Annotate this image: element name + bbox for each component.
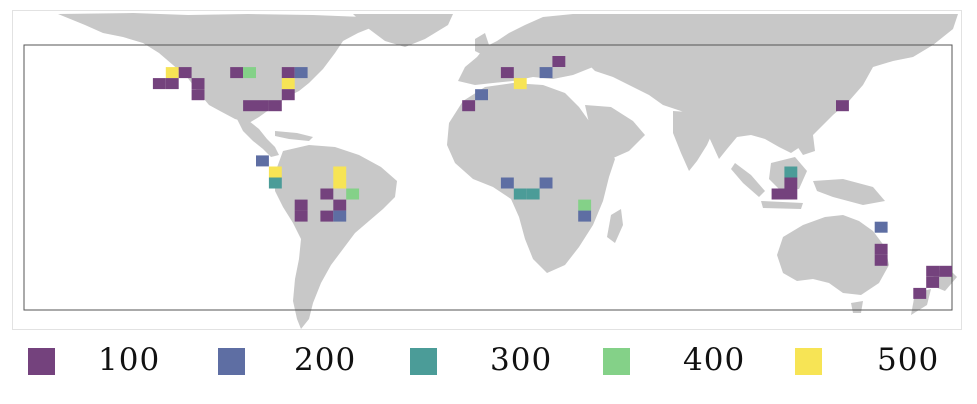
data-cell	[165, 67, 179, 79]
legend-label-200: 200	[294, 342, 357, 378]
data-cell	[539, 177, 553, 189]
legend-label-500: 500	[877, 342, 940, 378]
data-cell	[152, 78, 166, 90]
data-cell	[874, 221, 888, 233]
data-cell	[243, 67, 256, 79]
indian-subcontinent	[673, 111, 715, 171]
data-cell	[191, 89, 205, 101]
legend-label-400: 400	[683, 342, 746, 378]
data-cell	[346, 188, 360, 200]
data-cell	[268, 100, 282, 112]
data-cell	[333, 199, 347, 211]
data-cell	[784, 188, 798, 200]
world-map	[12, 10, 962, 330]
data-cell	[320, 188, 334, 200]
data-cell	[294, 210, 308, 222]
north-america	[58, 13, 378, 123]
data-cell	[552, 56, 566, 67]
data-cell	[578, 210, 592, 222]
data-cell	[836, 100, 849, 112]
asia	[573, 14, 958, 159]
data-cell	[500, 177, 514, 189]
africa	[447, 83, 615, 273]
map-region-frame	[23, 44, 953, 311]
data-cell	[500, 67, 514, 79]
data-cell	[294, 67, 308, 79]
data-cell	[939, 265, 952, 277]
data-cell	[268, 177, 282, 189]
data-cell	[333, 177, 347, 189]
data-cell	[771, 188, 785, 200]
legend-swatch-100	[28, 348, 55, 375]
data-cell	[913, 287, 927, 299]
data-cell	[281, 67, 295, 79]
legend-label-100: 100	[98, 342, 161, 378]
map-canvas	[23, 13, 958, 329]
legend: 100 200 300 400 500	[0, 336, 977, 396]
land-masses	[58, 13, 958, 329]
data-cells	[152, 56, 952, 299]
data-cell	[256, 155, 269, 167]
philippines	[795, 129, 815, 155]
sumatra	[731, 163, 765, 197]
greenland	[353, 14, 453, 47]
data-cell	[462, 100, 476, 112]
data-cell	[281, 89, 295, 101]
data-cell	[578, 199, 592, 211]
java	[761, 201, 803, 209]
tasmania	[851, 301, 863, 313]
data-cell	[333, 166, 347, 178]
data-cell	[874, 254, 888, 266]
madagascar	[607, 209, 623, 243]
great-britain	[475, 33, 489, 55]
data-cell	[256, 100, 269, 112]
data-cell	[268, 166, 282, 178]
data-cell	[243, 100, 256, 112]
data-cell	[784, 166, 798, 178]
data-cell	[281, 78, 295, 90]
arabian-peninsula	[585, 105, 645, 159]
data-cell	[926, 265, 940, 277]
data-cell	[333, 210, 347, 222]
australia	[777, 215, 889, 295]
legend-label-300: 300	[490, 342, 553, 378]
caribbean-islands	[275, 131, 313, 141]
data-cell	[165, 78, 179, 90]
data-cell	[230, 67, 244, 79]
central-america	[235, 115, 279, 157]
data-cell	[294, 199, 308, 211]
data-cell	[526, 188, 540, 200]
data-cell	[513, 78, 527, 90]
new-guinea	[813, 179, 885, 205]
data-cell	[539, 67, 553, 79]
europe	[458, 14, 613, 85]
legend-swatch-300	[410, 348, 437, 375]
data-cell	[926, 276, 940, 288]
data-cell	[513, 188, 527, 200]
data-cell	[784, 177, 798, 189]
data-cell	[191, 78, 205, 90]
south-america	[275, 145, 397, 329]
data-cell	[475, 89, 488, 101]
legend-swatch-400	[603, 348, 630, 375]
japan	[837, 63, 861, 97]
legend-swatch-500	[795, 348, 822, 375]
legend-swatch-200	[218, 348, 245, 375]
data-cell	[320, 210, 334, 222]
data-cell	[874, 243, 888, 255]
data-cell	[178, 67, 192, 79]
